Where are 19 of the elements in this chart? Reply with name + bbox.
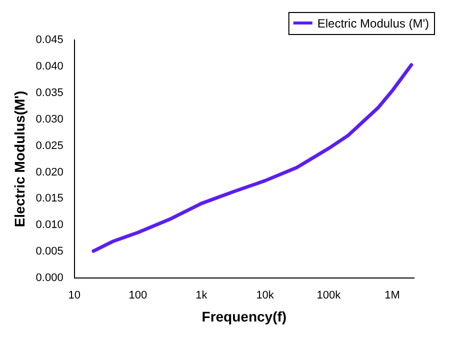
- x-axis-title: Frequency(f): [202, 308, 287, 324]
- y-axis-title: Electric Modulus(M'): [11, 90, 28, 228]
- y-tick-label: 0.035: [36, 86, 64, 99]
- y-tick-label: 0.045: [36, 34, 64, 46]
- x-tick-label: 1k: [196, 290, 208, 302]
- y-tick-label: 0.010: [36, 219, 64, 232]
- y-tick-label: 0.020: [36, 166, 64, 178]
- x-tick-label: 1M: [384, 290, 400, 302]
- y-tick-label: 0.025: [36, 140, 64, 152]
- y-tick-label: 0.015: [36, 192, 64, 205]
- x-tick-label: 10k: [256, 290, 274, 302]
- x-tick-label: 100: [128, 290, 148, 302]
- x-tick-label: 10: [68, 290, 80, 302]
- y-tick-label: 0.005: [36, 246, 64, 258]
- legend-label: Electric Modulus (M'): [317, 16, 430, 30]
- y-tick-label: 0.040: [36, 60, 64, 72]
- y-tick-label: 0.000: [36, 272, 64, 284]
- y-tick-label: 0.030: [36, 113, 64, 126]
- x-tick-label: 100k: [316, 290, 342, 302]
